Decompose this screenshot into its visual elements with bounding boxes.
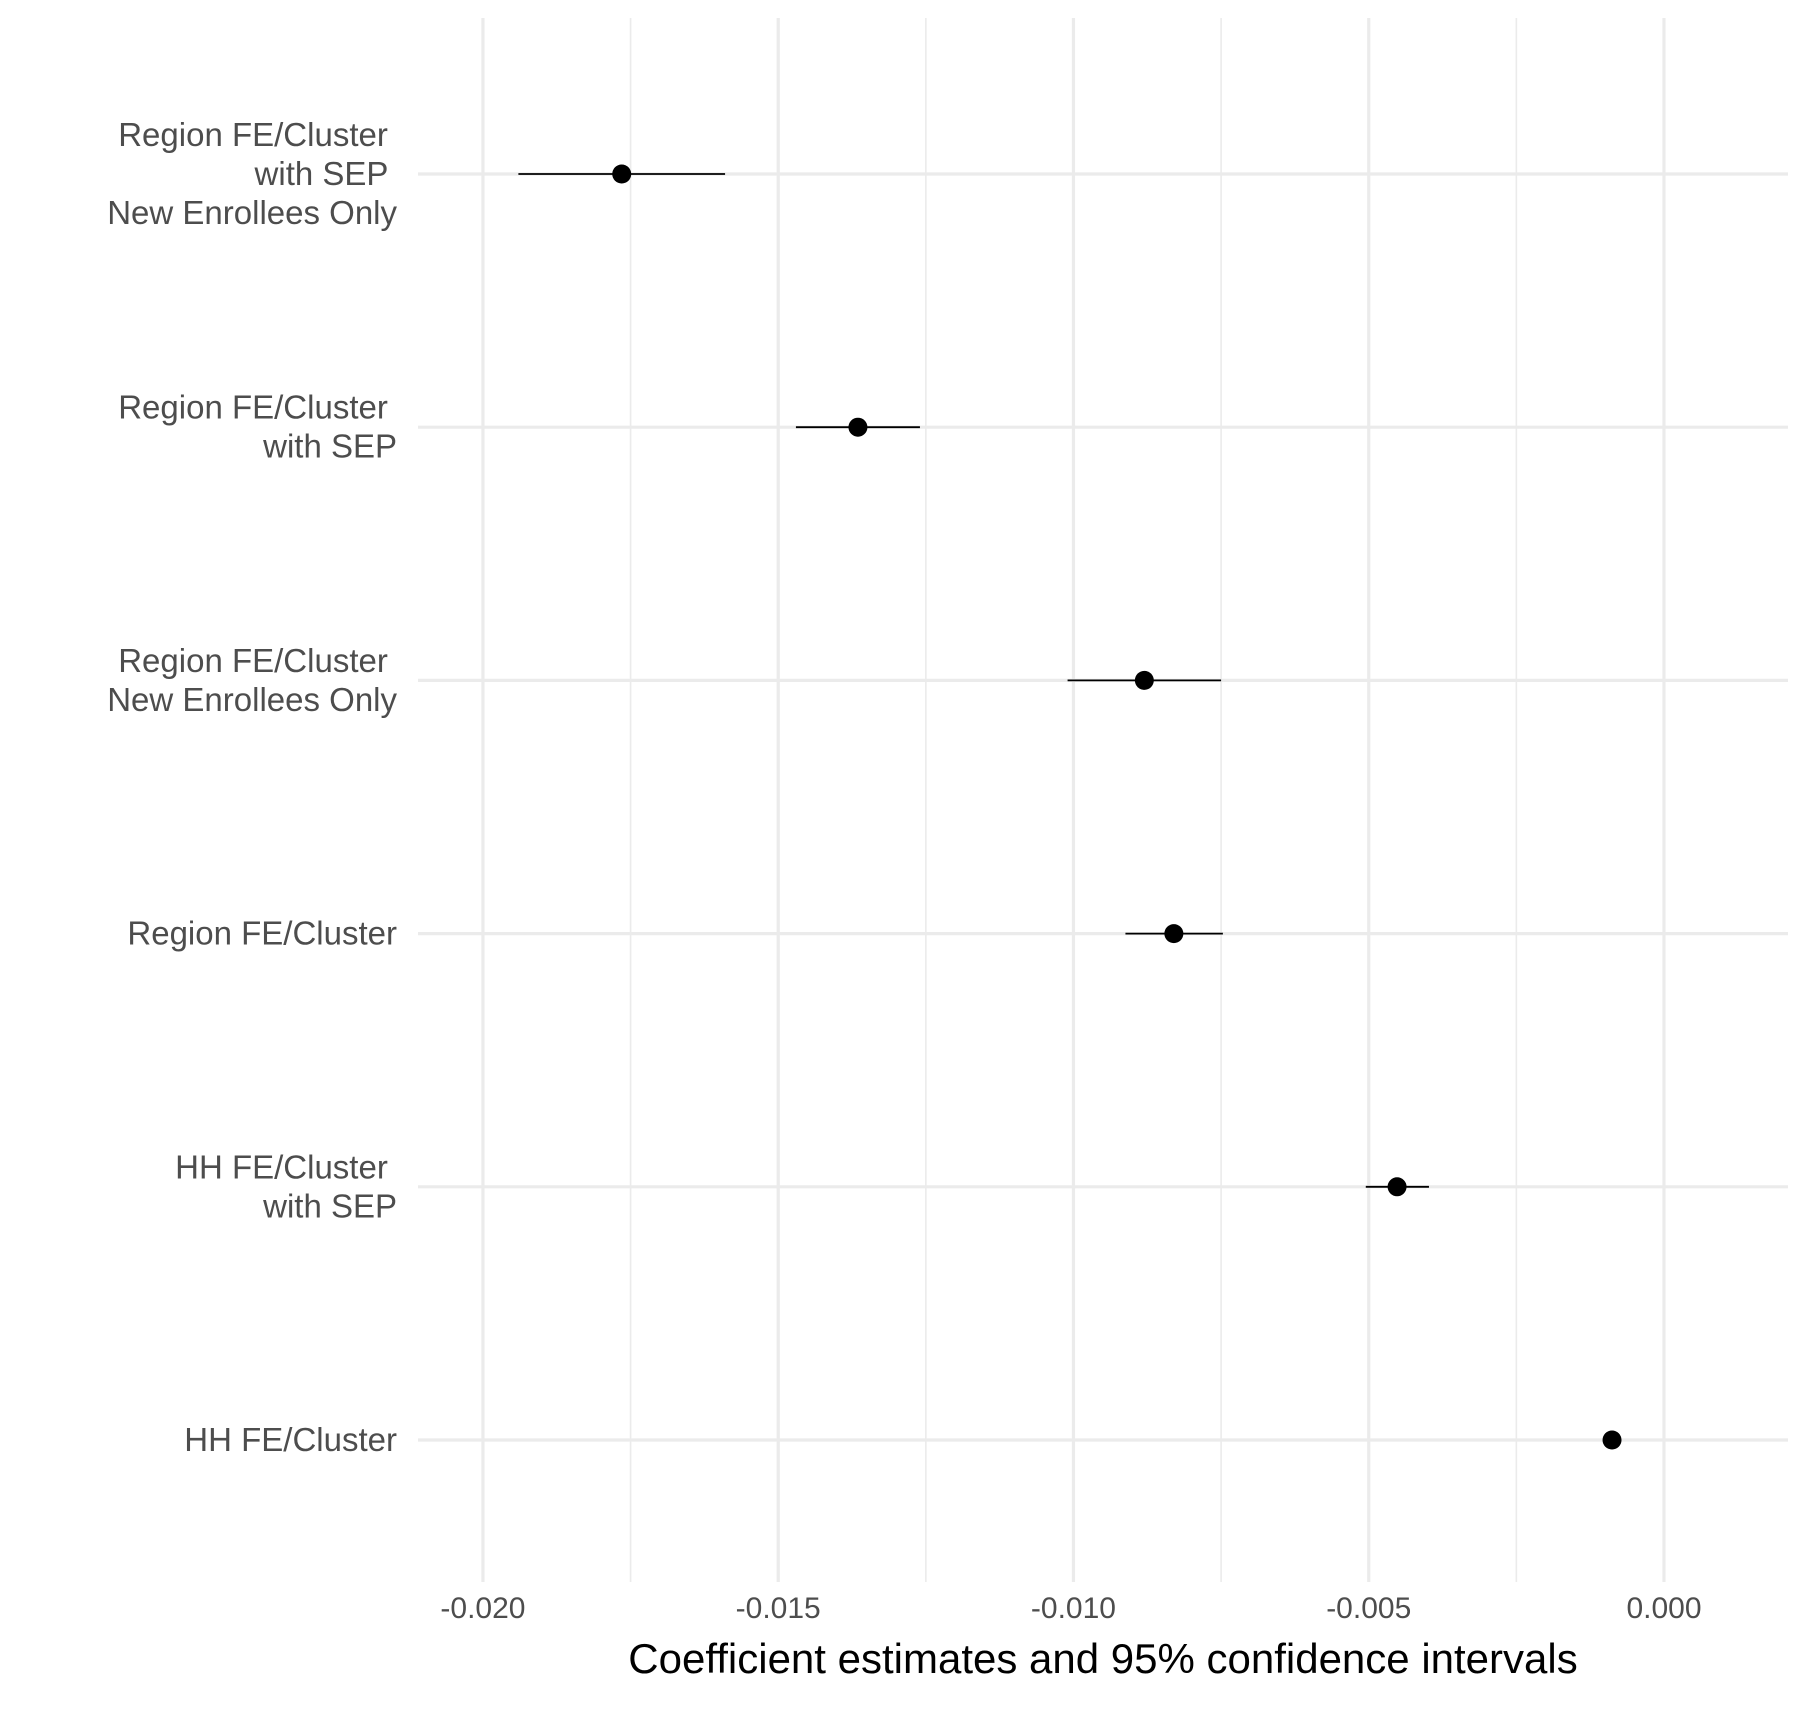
y-tick-label-line: with SEP [262, 428, 397, 465]
y-tick-label-line: with SEP [254, 155, 397, 192]
y-tick-label-line: HH FE/Cluster [175, 1148, 397, 1185]
y-tick-label-line: New Enrollees Only [107, 194, 397, 231]
y-tick-label-line: HH FE/Cluster [184, 1421, 397, 1458]
y-tick-label-line: Region FE/Cluster [118, 642, 397, 679]
estimate-point [1164, 924, 1184, 944]
estimate-points [612, 164, 1622, 1450]
estimate-point [1387, 1177, 1407, 1197]
y-tick-label-line: with SEP [262, 1187, 397, 1224]
gridlines [418, 18, 1788, 1582]
x-axis-tick-labels: -0.020 -0.015 -0.010 -0.005 0.000 [440, 1592, 1701, 1625]
x-tick-label: 0.000 [1626, 1592, 1701, 1625]
confidence-intervals [518, 173, 1621, 1441]
y-tick-label-line: Region FE/Cluster [127, 915, 397, 952]
x-axis-title: Coefficient estimates and 95% confidence… [628, 1635, 1577, 1682]
y-tick-label-line: Region FE/Cluster [118, 116, 397, 153]
y-tick-label: Region FE/Cluster with SEP New Enrollees… [107, 116, 397, 231]
estimate-point [612, 164, 632, 184]
y-tick-label: HH FE/Cluster with SEP [175, 1148, 397, 1224]
y-tick-label: Region FE/Cluster [127, 915, 397, 952]
y-tick-label-line: New Enrollees Only [107, 681, 397, 718]
y-axis-tick-labels: Region FE/Cluster with SEP New Enrollees… [107, 116, 397, 1458]
x-tick-label: -0.020 [440, 1592, 525, 1625]
x-tick-label: -0.015 [736, 1592, 821, 1625]
x-tick-label: -0.010 [1031, 1592, 1116, 1625]
y-tick-label: HH FE/Cluster [184, 1421, 397, 1458]
estimate-point [1602, 1430, 1622, 1450]
x-tick-label: -0.005 [1326, 1592, 1411, 1625]
y-tick-label: Region FE/Cluster New Enrollees Only [107, 642, 397, 718]
estimate-point [1134, 670, 1154, 690]
y-tick-label-line: Region FE/Cluster [118, 389, 397, 426]
estimate-point [848, 417, 868, 437]
y-tick-label: Region FE/Cluster with SEP [118, 389, 397, 465]
